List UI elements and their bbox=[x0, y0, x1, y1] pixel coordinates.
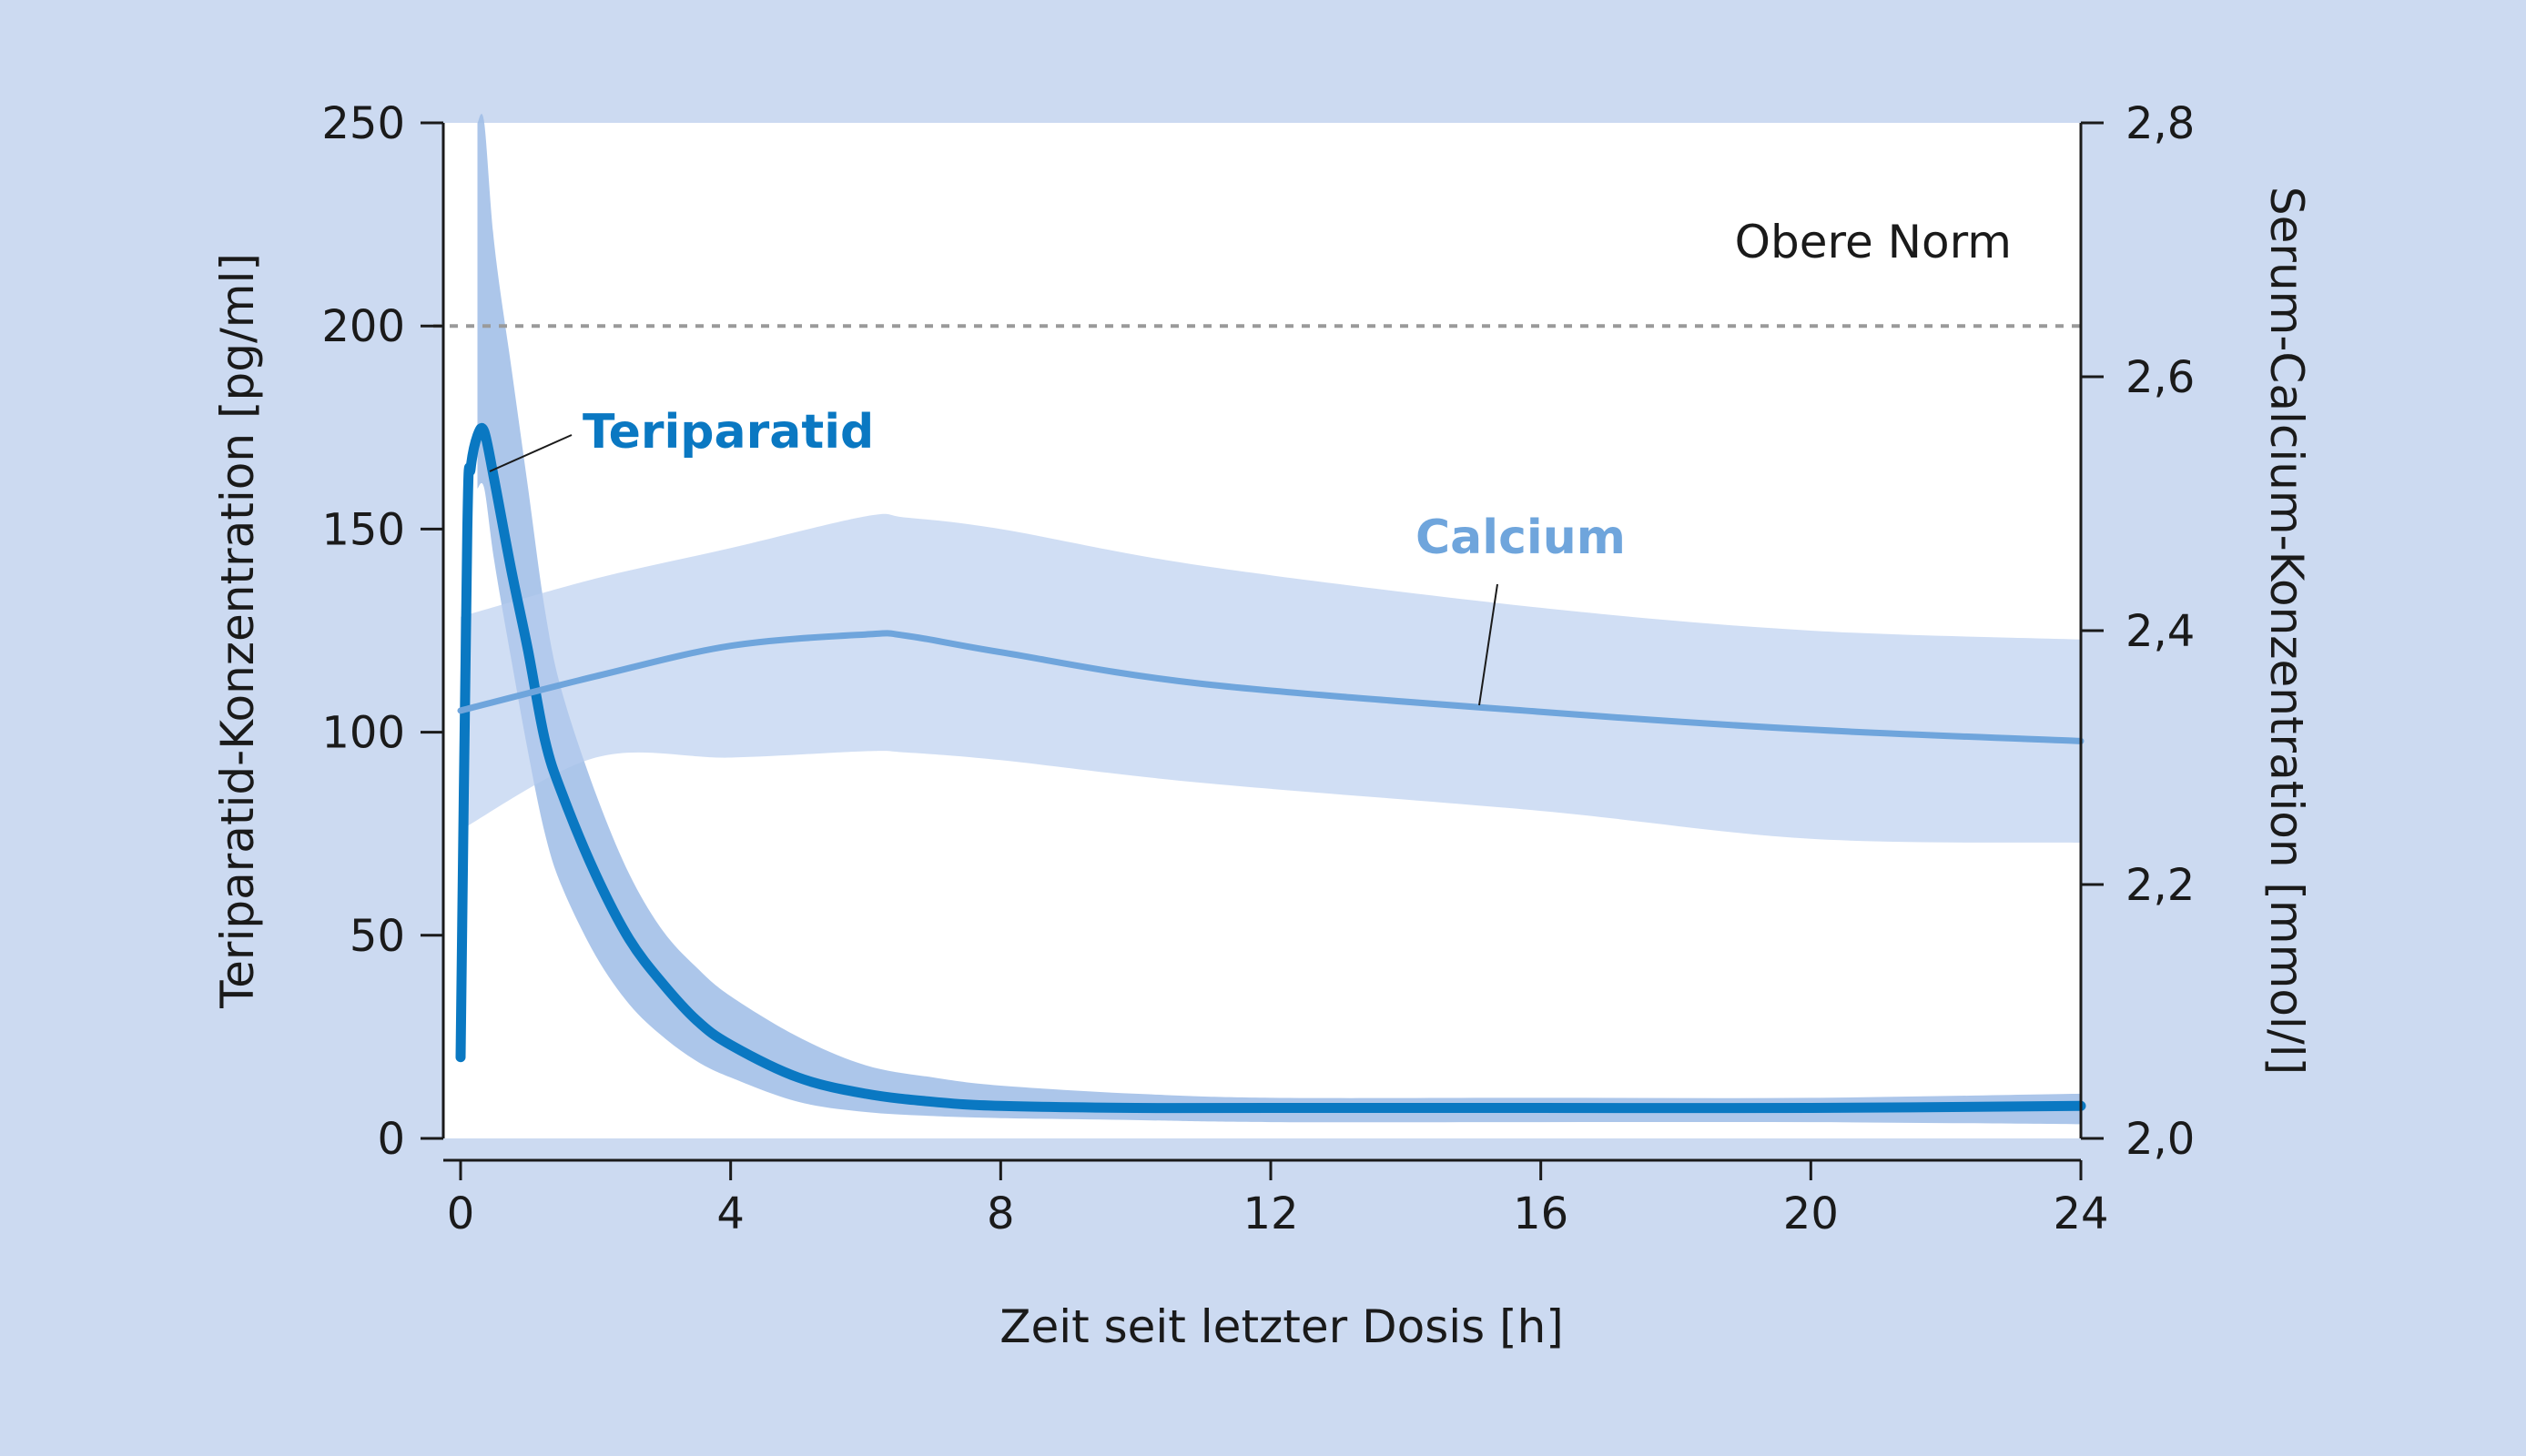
y-left-tick-label: 150 bbox=[321, 504, 405, 555]
confidence-band-calcium bbox=[461, 513, 2081, 843]
x-tick-label: 8 bbox=[987, 1188, 1015, 1239]
y-left-tick-label: 200 bbox=[321, 301, 405, 352]
y-axis-left-title: Teriparatid-Konzentration [pg/ml] bbox=[211, 253, 264, 1009]
y-left-tick-label: 100 bbox=[321, 708, 405, 759]
y-right-tick-label: 2,6 bbox=[2125, 352, 2195, 403]
x-tick-label: 0 bbox=[447, 1188, 475, 1239]
calcium-leader-line bbox=[1478, 583, 1498, 706]
y-left-tick-label: 250 bbox=[321, 98, 405, 149]
x-tick-label: 12 bbox=[1243, 1188, 1298, 1239]
reference-line-label: Obere Norm bbox=[1735, 216, 2012, 268]
series-label-teriparatid: Teriparatid bbox=[583, 405, 874, 460]
x-tick-label: 16 bbox=[1513, 1188, 1568, 1239]
x-tick-label: 4 bbox=[716, 1188, 745, 1239]
x-axis-title: Zeit seit letzter Dosis [h] bbox=[999, 1300, 1564, 1353]
series-label-calcium: Calcium bbox=[1415, 511, 1626, 565]
y-right-tick-label: 2,4 bbox=[2125, 606, 2195, 657]
series-line-teriparatid bbox=[455, 422, 2086, 1114]
y-axis-right-title: Serum-Calcium-Konzentration [mmol/l] bbox=[2260, 187, 2313, 1075]
x-tick-label: 24 bbox=[2053, 1188, 2108, 1239]
series-line-calcium bbox=[457, 630, 2085, 744]
teriparatid-leader-line bbox=[489, 434, 573, 472]
x-tick-label: 20 bbox=[1783, 1188, 1839, 1239]
y-right-tick-label: 2,2 bbox=[2125, 860, 2195, 911]
y-left-tick-label: 0 bbox=[377, 1114, 405, 1165]
y-right-tick-label: 2,8 bbox=[2125, 98, 2195, 149]
y-right-tick-label: 2,0 bbox=[2125, 1114, 2195, 1165]
y-left-tick-label: 50 bbox=[350, 911, 405, 962]
